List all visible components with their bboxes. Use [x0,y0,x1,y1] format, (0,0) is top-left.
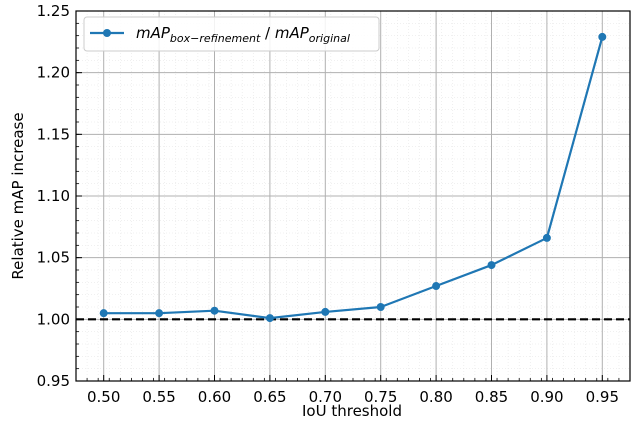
x-tick-label: 0.90 [530,388,563,406]
x-tick-label: 0.65 [253,388,286,406]
data-point [598,32,607,41]
y-tick-label: 1.15 [37,125,70,143]
y-tick-label: 1.25 [37,2,70,20]
legend: mAPbox−refinement / mAPoriginal [83,16,380,52]
x-tick-label: 0.80 [419,388,452,406]
data-point [210,306,219,315]
legend-box [83,16,380,52]
data-point [321,307,330,316]
data-point [99,309,108,318]
data-point [155,309,164,318]
legend-marker-swatch [103,29,111,37]
x-tick-label: 0.70 [309,388,342,406]
y-tick-label: 1.00 [37,310,70,328]
major-grid [76,10,630,382]
y-tick-label: 1.10 [37,187,70,205]
x-tick-label: 0.50 [87,388,120,406]
y-tick-labels: 0.95 1.00 1.05 1.10 1.15 1.20 1.25 [37,2,70,390]
y-tick-label: 1.20 [37,64,70,82]
x-tick-labels: 0.50 0.55 0.60 0.65 0.70 0.75 0.80 0.85 0.90 0.95 [87,388,619,406]
legend-label: mAPbox−refinement / mAPoriginal [136,24,350,45]
data-point [542,233,551,242]
x-tick-label: 0.60 [198,388,231,406]
data-point [265,314,274,323]
y-tick-label: 1.05 [37,249,70,267]
x-tick-label: 0.95 [586,388,619,406]
y-axis-title: Relative mAP increase [9,112,27,279]
x-axis-title: IoU threshold [302,402,402,420]
series-points [99,32,607,323]
axis-ticks [75,10,631,382]
series-line [103,36,604,320]
x-tick-label: 0.55 [142,388,175,406]
data-point [432,282,441,291]
x-tick-label: 0.75 [364,388,397,406]
data-point [487,261,496,270]
data-point [376,303,385,311]
y-tick-label: 0.95 [37,372,70,390]
x-tick-label: 0.85 [475,388,508,406]
